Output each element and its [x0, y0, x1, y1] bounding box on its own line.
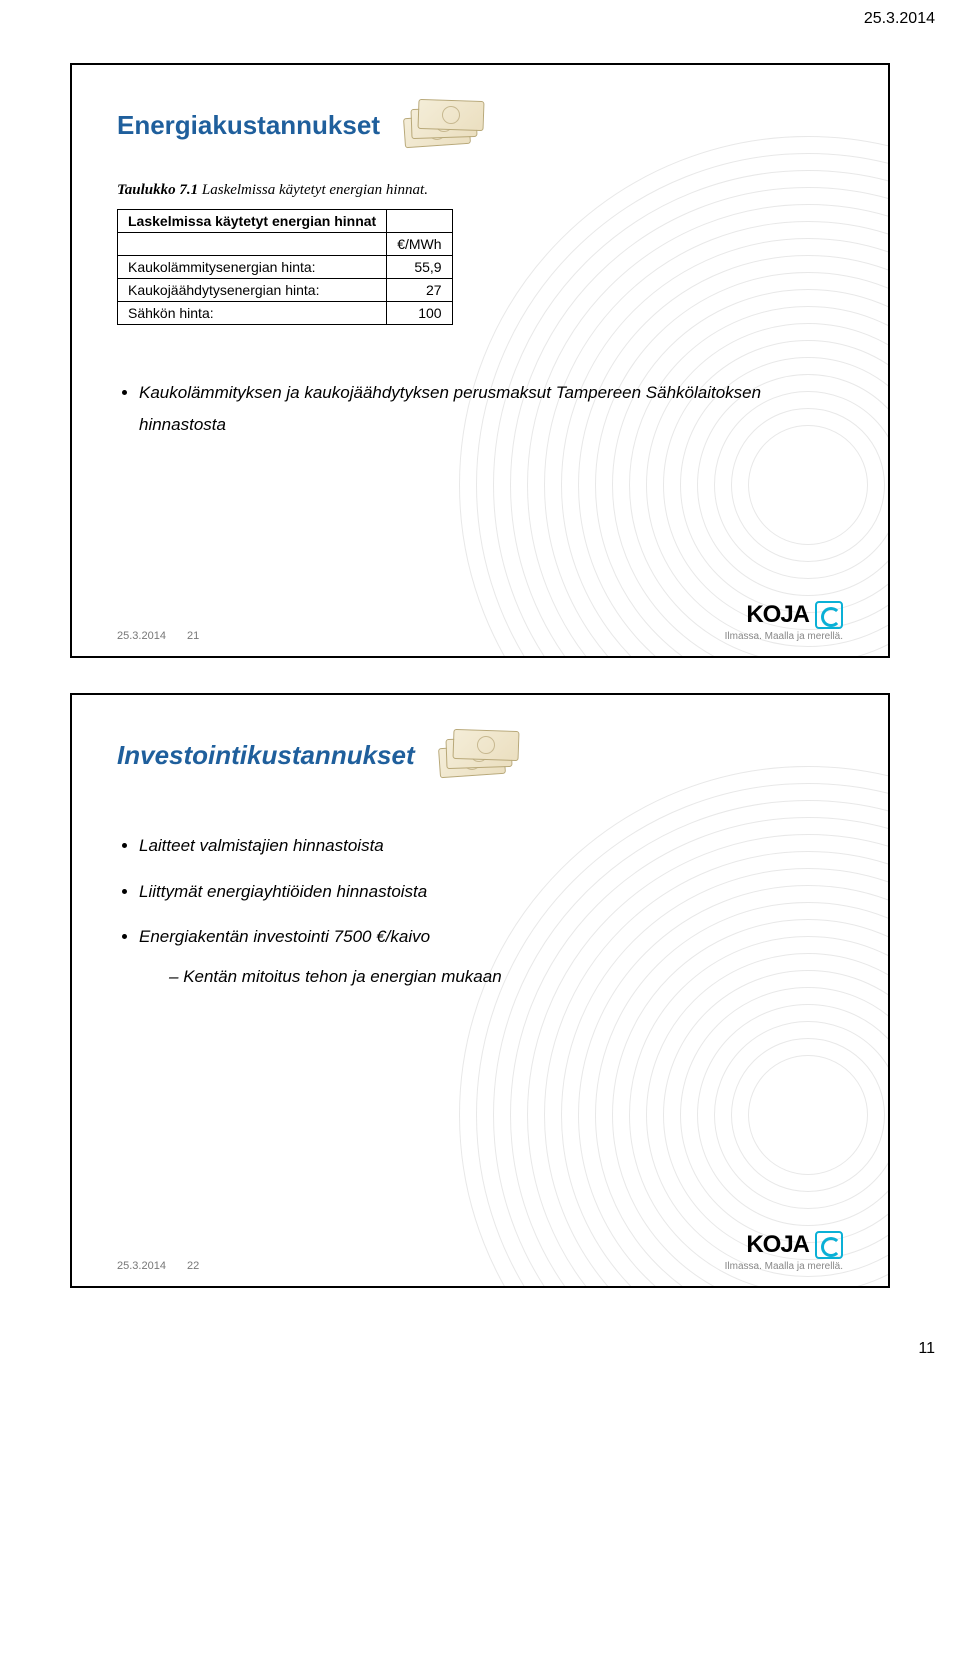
page-number: 11	[0, 1310, 960, 1373]
slide1-bullet-list: Kaukolämmityksen ja kaukojäähdytyksen pe…	[117, 377, 843, 442]
slide1-footer-date: 25.3.2014	[117, 630, 166, 642]
caption-rest: Laskelmissa käytetyt energian hinnat.	[198, 182, 428, 198]
table-unit: €/MWh	[387, 233, 452, 256]
slide-1: Energiakustannukset Taulukko 7.1 Laskelm…	[70, 63, 890, 658]
logo-tagline: Ilmassa. Maalla ja merellä.	[725, 631, 843, 642]
logo-text: KOJA	[746, 1231, 809, 1259]
caption-prefix: Taulukko 7.1	[117, 182, 198, 198]
logo-tagline: Ilmassa. Maalla ja merellä.	[725, 1261, 843, 1272]
logo-c-icon	[815, 601, 843, 629]
logo-text: KOJA	[746, 601, 809, 629]
money-stack-icon	[404, 100, 484, 150]
logo-block: KOJA Ilmassa. Maalla ja merellä.	[725, 601, 843, 642]
row1-value: 55,9	[387, 256, 452, 279]
page-header-date: 25.3.2014	[0, 0, 960, 28]
slide1-footer-left: 25.3.2014 21	[117, 630, 217, 642]
slide2-footer-date: 25.3.2014	[117, 1260, 166, 1272]
slide2-bullet-1: Laitteet valmistajien hinnastoista	[139, 828, 843, 864]
table-caption: Taulukko 7.1 Laskelmissa käytetyt energi…	[117, 182, 843, 199]
row2-label: Kaukojäähdytysenergian hinta:	[118, 279, 387, 302]
energy-price-table: Laskelmissa käytetyt energian hinnat €/M…	[117, 209, 453, 325]
slide2-sub-bullet: Kentän mitoitus tehon ja energian mukaan	[169, 959, 843, 995]
slide2-footer-num: 22	[187, 1260, 199, 1272]
row3-label: Sähkön hinta:	[118, 302, 387, 325]
logo-block: KOJA Ilmassa. Maalla ja merellä.	[725, 1231, 843, 1272]
slide-2: Investointikustannukset Laitteet valmist…	[70, 693, 890, 1288]
slide2-footer-left: 25.3.2014 22	[117, 1260, 217, 1272]
slide1-title: Energiakustannukset	[117, 110, 380, 141]
slide1-bullet: Kaukolämmityksen ja kaukojäähdytyksen pe…	[139, 377, 843, 442]
slide2-bullet-3-text: Energiakentän investointi 7500 €/kaivo	[139, 927, 430, 946]
money-stack-icon	[439, 730, 519, 780]
table-header-title: Laskelmissa käytetyt energian hinnat	[118, 210, 387, 233]
slide2-bullet-3: Energiakentän investointi 7500 €/kaivo K…	[139, 919, 843, 994]
slide2-bullet-list: Laitteet valmistajien hinnastoista Liitt…	[117, 828, 843, 995]
row1-label: Kaukolämmitysenergian hinta:	[118, 256, 387, 279]
slide2-bullet-2: Liittymät energiayhtiöiden hinnastoista	[139, 874, 843, 910]
slide1-footer-num: 21	[187, 630, 199, 642]
row2-value: 27	[387, 279, 452, 302]
logo-c-icon	[815, 1231, 843, 1259]
row3-value: 100	[387, 302, 452, 325]
slide2-title: Investointikustannukset	[117, 740, 415, 771]
